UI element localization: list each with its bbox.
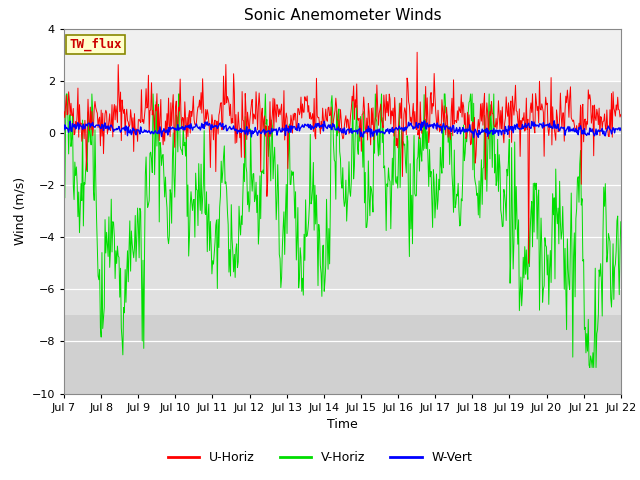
Bar — [64, 81, 621, 315]
Bar — [64, 29, 621, 394]
Bar — [64, 29, 621, 81]
Text: TW_flux: TW_flux — [70, 38, 122, 51]
Title: Sonic Anemometer Winds: Sonic Anemometer Winds — [244, 9, 441, 24]
Bar — [64, 315, 621, 394]
X-axis label: Time: Time — [327, 418, 358, 431]
Legend: U-Horiz, V-Horiz, W-Vert: U-Horiz, V-Horiz, W-Vert — [163, 446, 477, 469]
Y-axis label: Wind (m/s): Wind (m/s) — [13, 177, 26, 245]
